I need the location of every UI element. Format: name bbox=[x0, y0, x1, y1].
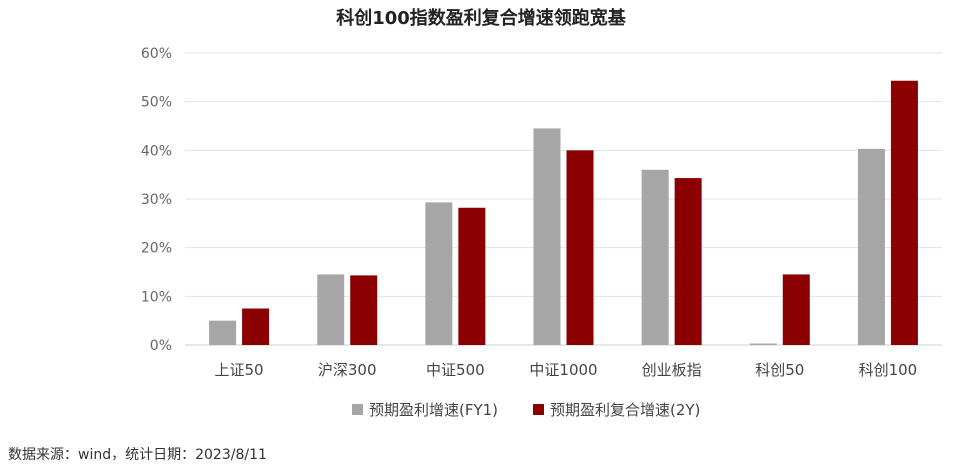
x-category-label: 中证500 bbox=[426, 361, 485, 379]
y-tick-label: 40% bbox=[141, 143, 172, 159]
y-tick-label: 20% bbox=[141, 241, 172, 257]
bar bbox=[890, 80, 918, 346]
bar bbox=[782, 274, 810, 345]
bar bbox=[533, 128, 561, 345]
y-tick-label: 50% bbox=[141, 95, 172, 111]
y-tick-label: 10% bbox=[141, 289, 172, 305]
legend-swatch bbox=[352, 404, 363, 415]
x-category-label: 科创100 bbox=[859, 361, 918, 379]
bar bbox=[641, 169, 669, 345]
legend-swatch bbox=[533, 404, 544, 415]
bar bbox=[350, 275, 378, 345]
bar bbox=[674, 178, 702, 345]
legend: 预期盈利增速(FY1) 预期盈利复合增速(2Y) bbox=[352, 401, 700, 419]
bar bbox=[566, 150, 594, 345]
x-category-label: 科创50 bbox=[755, 361, 804, 379]
x-axis-labels: 上证50 沪深300 中证500 中证1000 创业板指 科创50 科创100 bbox=[215, 361, 918, 379]
bar bbox=[317, 274, 345, 345]
x-category-label: 中证1000 bbox=[529, 361, 597, 379]
y-tick-label: 30% bbox=[141, 192, 172, 208]
chart-title: 科创100指数盈利复合增速领跑宽基 bbox=[336, 8, 626, 29]
bar bbox=[425, 202, 453, 345]
y-axis-ticks: 0% 10% 20% 30% 40% 50% 60% bbox=[141, 46, 172, 354]
y-tick-label: 0% bbox=[150, 338, 172, 354]
bars bbox=[209, 80, 918, 346]
source-note: 数据来源：wind，统计日期：2023/8/11 bbox=[8, 447, 267, 463]
legend-label: 预期盈利复合增速(2Y) bbox=[550, 401, 700, 419]
legend-label: 预期盈利增速(FY1) bbox=[369, 401, 498, 419]
x-category-label: 上证50 bbox=[215, 361, 264, 379]
bar bbox=[242, 308, 270, 345]
bar bbox=[458, 207, 486, 345]
bar bbox=[749, 343, 777, 345]
x-category-label: 创业板指 bbox=[642, 361, 702, 379]
bar bbox=[209, 320, 237, 345]
y-tick-label: 60% bbox=[141, 46, 172, 62]
x-category-label: 沪深300 bbox=[318, 361, 377, 379]
bar bbox=[857, 148, 885, 345]
grid-lines bbox=[185, 52, 942, 346]
